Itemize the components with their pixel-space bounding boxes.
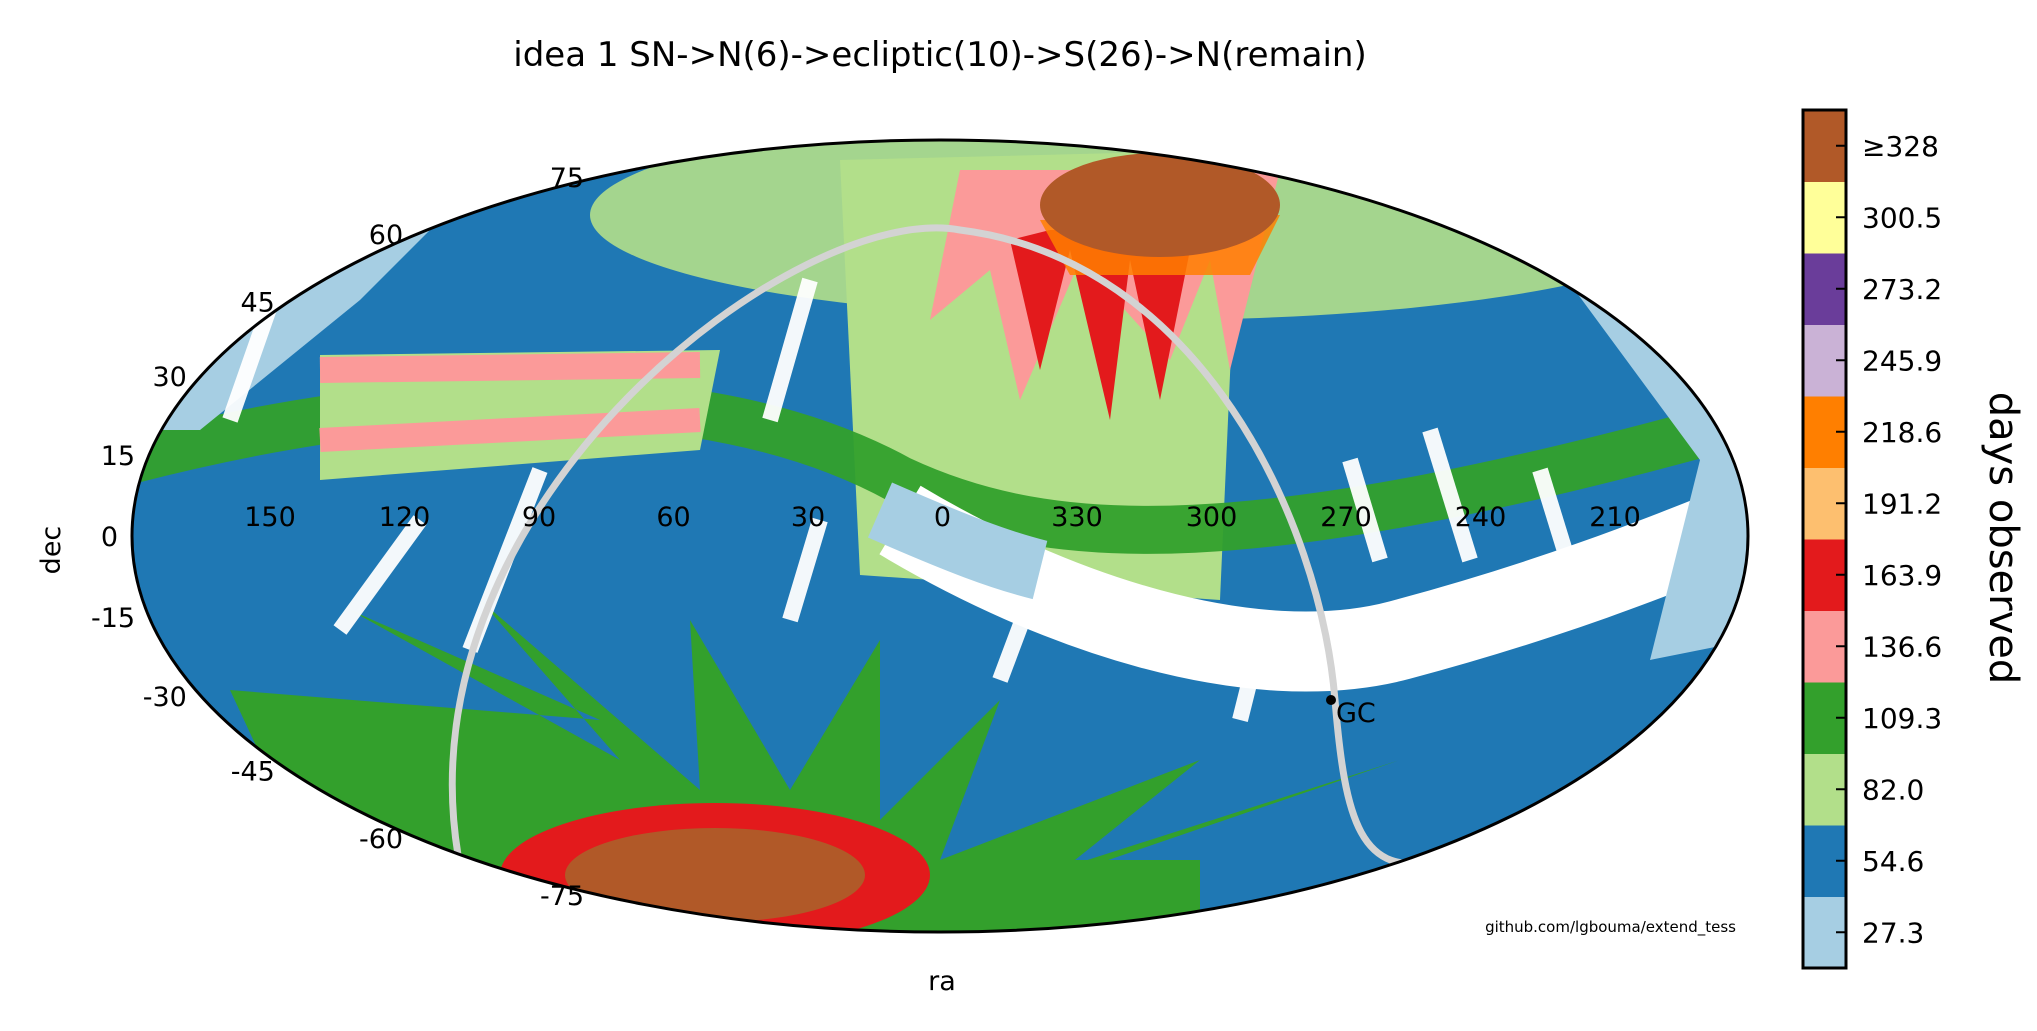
colorbar-tick-label: 273.2 — [1862, 273, 1942, 306]
sky-map: GC — [130, 138, 1750, 934]
gap-line — [1342, 457, 1388, 563]
dec-tick-label: 30 — [153, 362, 187, 393]
dec-tick-label: -60 — [359, 824, 403, 855]
right-edge-light-blue — [1560, 270, 1748, 660]
colorbar: 27.3 54.6 82.0 109.3 136.6 163.9 191.2 218.6 245… — [1803, 110, 1942, 969]
gap-line — [1232, 638, 1268, 722]
gap-line — [333, 515, 427, 635]
ra-tick-labels: 150 120 90 60 30 0 330 300 270 240 210 — [244, 502, 1641, 533]
y-axis-label: dec — [36, 526, 67, 575]
galactic-center-marker — [1326, 695, 1336, 705]
galactic-gap — [879, 482, 1748, 692]
colorbar-tick-label: 136.6 — [1862, 630, 1942, 663]
colorbar-frame — [1801, 108, 1848, 970]
gap-line — [1532, 467, 1588, 603]
gap-line — [762, 277, 818, 423]
ecliptic-band-pink-stripe — [319, 352, 701, 383]
ra-tick-label: 270 — [1320, 502, 1372, 533]
colorbar-label: days observed — [1980, 392, 2026, 685]
colorbar-tick-label: 27.3 — [1862, 916, 1924, 949]
galactic-center-label: GC — [1336, 698, 1376, 729]
ra-tick-label: 210 — [1589, 502, 1641, 533]
dec-tick-label: -30 — [143, 682, 187, 713]
colorbar-tick-label: 191.2 — [1862, 487, 1942, 520]
galactic-plane-line — [448, 224, 1441, 868]
ra-tick-label: 0 — [934, 502, 951, 533]
south-pole-core — [565, 828, 865, 922]
dec-tick-label: -45 — [231, 756, 275, 787]
galactic-gap-light — [867, 482, 1048, 600]
north-pole-red-spikes — [1010, 230, 1190, 420]
gap-line — [1422, 427, 1478, 563]
colorbar-tick-label: 218.6 — [1862, 416, 1942, 449]
gap-line — [782, 517, 828, 623]
south-green-spikes — [230, 600, 1400, 920]
ra-tick-label: 30 — [791, 502, 825, 533]
colorbar-tick-label: 245.9 — [1862, 344, 1942, 377]
ra-tick-label: 150 — [244, 502, 296, 533]
colorbar-tick-label: 300.5 — [1862, 201, 1942, 234]
colorbar-tick-label: 54.6 — [1862, 845, 1924, 878]
ra-tick-label: 90 — [522, 502, 556, 533]
ra-tick-label: 120 — [379, 502, 431, 533]
dec-tick-label: 0 — [101, 522, 118, 553]
map-outline — [130, 138, 1750, 934]
ecliptic-band-hatched — [320, 350, 720, 480]
ra-tick-label: 240 — [1455, 502, 1507, 533]
colorbar-tick-label: ≥328 — [1862, 130, 1939, 163]
ecliptic-band-pink-stripe-2 — [319, 408, 701, 452]
gap-line — [992, 597, 1038, 683]
dec-tick-label: 60 — [369, 220, 403, 251]
dec-tick-label: 45 — [240, 288, 274, 319]
colorbar-tick-label: 82.0 — [1862, 773, 1924, 806]
dec-tick-label: -75 — [540, 881, 584, 912]
colorbar-tick-label: 163.9 — [1862, 559, 1942, 592]
ra-tick-label: 300 — [1186, 502, 1238, 533]
colorbar-tick-label: 109.3 — [1862, 702, 1942, 735]
north-pole-core — [1040, 153, 1280, 257]
x-axis-label: ra — [928, 966, 956, 997]
ra-tick-label: 330 — [1051, 502, 1103, 533]
ra-tick-label: 60 — [656, 502, 690, 533]
dec-tick-label: 75 — [550, 163, 584, 194]
chart-title: idea 1 SN->N(6)->ecliptic(10)->S(26)->N(… — [513, 35, 1366, 75]
dec-tick-label: -15 — [91, 603, 135, 634]
credit-text: github.com/lgbouma/extend_tess — [1485, 918, 1736, 937]
dec-tick-label: 15 — [101, 441, 135, 472]
